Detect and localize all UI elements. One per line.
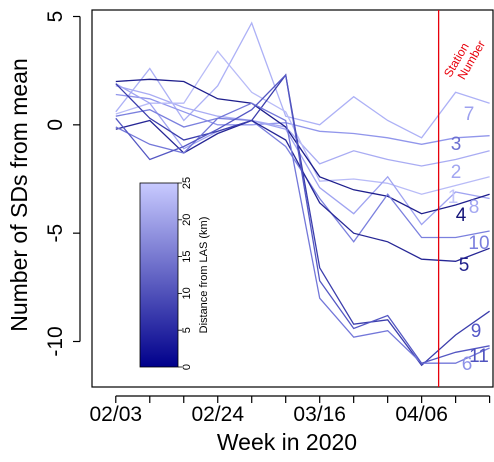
station-label-4: 4: [456, 205, 467, 226]
station-label-8: 8: [469, 197, 480, 218]
colorbar-tick-label: 15: [181, 250, 193, 262]
station-label-6: 6: [462, 354, 473, 375]
y-axis-title: Number of SDs from mean: [6, 58, 32, 332]
y-tick-label: 5: [44, 11, 67, 23]
y-tick-label: -10: [44, 326, 67, 356]
series-line-station-8: [115, 83, 490, 226]
x-tick-label: 02/24: [191, 403, 244, 426]
station-label-7: 7: [464, 104, 475, 125]
y-tick-label: -5: [44, 224, 67, 243]
station-label-11: 11: [469, 346, 489, 367]
colorbar-title: Distance from LAS (km): [198, 217, 210, 334]
colorbar-tick-label: 5: [181, 327, 193, 333]
station-label-10: 10: [468, 233, 489, 254]
colorbar: 0 5 10 15 20 25 Distance from LAS (km): [139, 177, 210, 370]
station-label-1: 1: [448, 187, 459, 208]
x-tick-label: 03/16: [293, 403, 346, 426]
x-tick-label: 04/06: [395, 403, 448, 426]
series-line-station-2: [115, 85, 490, 167]
x-tick-label: 02/03: [90, 403, 143, 426]
series-line-station-11: [115, 73, 490, 364]
series-line-station-1: [115, 50, 490, 195]
colorbar-ticks: 0 5 10 15 20 25: [178, 177, 193, 370]
station-label-2: 2: [451, 162, 462, 183]
colorbar-tick-label: 0: [181, 364, 193, 370]
y-tick-label: 0: [44, 119, 67, 131]
station-label-5: 5: [459, 255, 470, 276]
plot-frame: [91, 9, 494, 388]
x-axis: 02/03 02/24 03/16 04/06: [90, 395, 491, 426]
y-axis: 5 0 -5 -10: [44, 11, 81, 357]
station-label-3: 3: [451, 134, 462, 155]
series-line-station-3: [115, 93, 490, 145]
colorbar-tick-label: 10: [181, 287, 193, 299]
colorbar-gradient: [139, 182, 179, 368]
x-axis-title: Week in 2020: [217, 429, 357, 455]
colorbar-tick-label: 25: [181, 177, 193, 189]
series-line-station-9: [115, 73, 490, 367]
series-layer: [115, 21, 490, 367]
series-line-station-4: [115, 78, 490, 215]
colorbar-tick-label: 20: [181, 214, 193, 226]
station-label-9: 9: [471, 321, 482, 342]
series-line-station-7: [115, 21, 490, 139]
series-line-station-6: [115, 102, 490, 364]
